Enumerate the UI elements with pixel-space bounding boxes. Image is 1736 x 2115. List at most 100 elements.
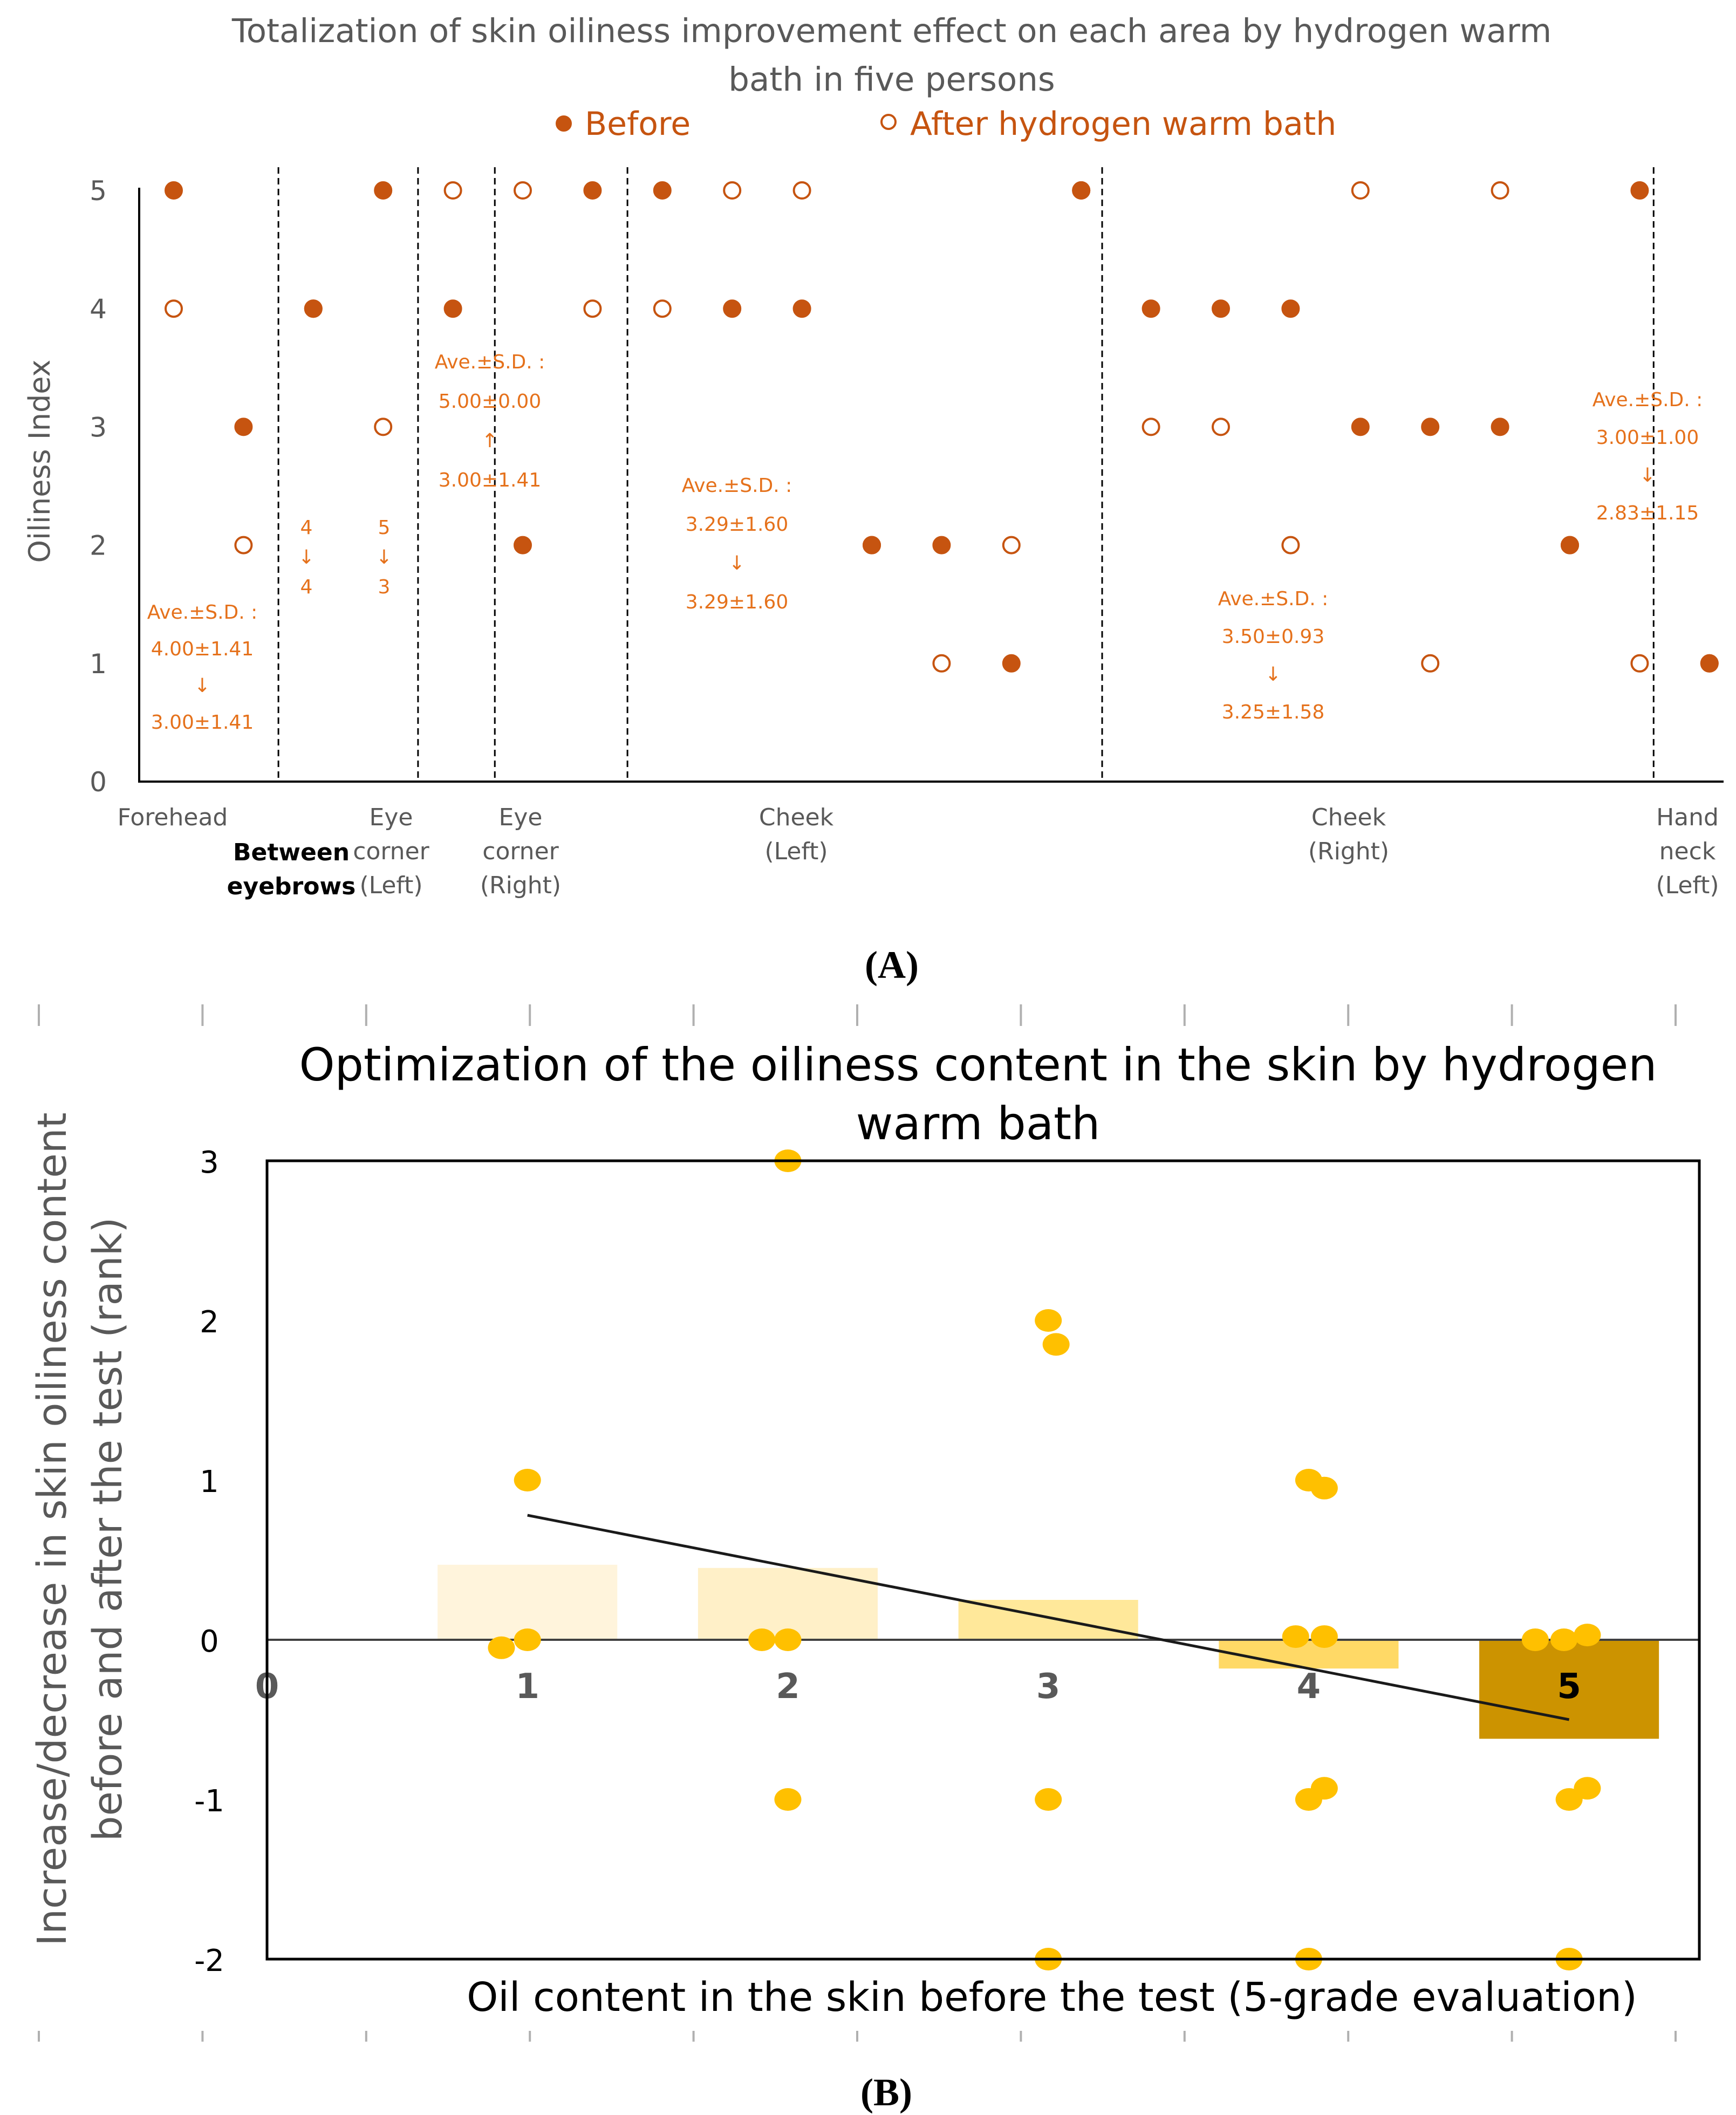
legend-before-marker [556, 115, 572, 132]
annotation-text: 4.00±1.41 [151, 638, 254, 660]
after-point [583, 299, 602, 318]
panel-b-trendline [527, 1514, 1570, 1721]
panel-b-y-tick-label: 1 [200, 1464, 219, 1500]
scatter-point [1042, 1333, 1070, 1356]
before-point [443, 299, 462, 318]
annotation-text: 5 [378, 517, 391, 539]
region-label: (Right) [1308, 838, 1389, 865]
panel-a-chart: Totalization of skin oiliness improvemen… [23, 12, 1724, 987]
annotation-text: 3.29±1.60 [686, 591, 788, 613]
annotation-text: Ave.±S.D. : [1218, 588, 1329, 610]
panel-a-y-tick-label: 2 [90, 530, 107, 562]
after-point [723, 181, 742, 200]
annotation-text: Ave.±S.D. : [682, 475, 792, 497]
panel-a-y-tick-label: 0 [90, 766, 107, 798]
panel-a-y-tick-label: 4 [90, 293, 107, 325]
before-point [1281, 299, 1300, 318]
panel-b-x-tick-label: 1 [515, 1667, 539, 1707]
panel-b-y-tick-label: 3 [200, 1145, 219, 1180]
before-point [723, 299, 742, 318]
annotation-text: 5.00±0.00 [439, 391, 541, 413]
panel-b-y-axis-label-line-1: Increase/decrease in skin oiliness conte… [29, 1112, 76, 1946]
annotation-text: ↓ [1265, 663, 1281, 686]
annotation-text: 3.00±1.41 [439, 469, 541, 491]
annotation-text: 4 [300, 517, 313, 539]
panel-b-points [488, 1149, 1601, 1970]
panel-b-x-tick-label: 2 [776, 1667, 800, 1707]
region-label: Forehead [118, 804, 228, 831]
before-point [653, 181, 672, 200]
panel-a-title-line-1: Totalization of skin oiliness improvemen… [231, 12, 1552, 50]
panel-a-points [165, 181, 1719, 673]
legend-after-marker [880, 114, 897, 130]
scatter-point [1035, 1309, 1062, 1332]
before-point [304, 299, 323, 318]
after-point [792, 181, 811, 200]
bar-4 [1219, 1640, 1399, 1669]
scatter-point [514, 1469, 541, 1491]
after-point [932, 654, 951, 673]
panel-b-label: (B) [860, 2071, 912, 2114]
panel-a-label: (A) [865, 943, 919, 987]
before-point [374, 181, 393, 200]
before-point [165, 181, 183, 200]
bar-2 [698, 1568, 878, 1640]
before-point [1421, 417, 1440, 436]
annotation-text: 3.00±1.41 [151, 711, 254, 734]
panel-a-y-axis-label: Oiliness Index [23, 359, 57, 563]
before-point [1072, 181, 1091, 200]
annotation-text: ↓ [194, 675, 210, 697]
panel-b-y-axis-label-line-2: before and after the test (rank) [85, 1217, 131, 1842]
scatter-point [748, 1628, 776, 1651]
annotation-text: 3.50±0.93 [1222, 626, 1324, 648]
before-point [792, 299, 811, 318]
before-point [1351, 417, 1370, 436]
before-point [234, 417, 253, 436]
before-point [1142, 299, 1160, 318]
before-point [1491, 417, 1509, 436]
panel-a-title-line-2: bath in five persons [728, 60, 1055, 99]
region-label: corner [353, 838, 429, 865]
before-point [932, 536, 951, 555]
panel-b-y-ticks: -2 -1 0 1 2 3 [194, 1145, 224, 1979]
scatter-point [1310, 1625, 1338, 1648]
annotation-text: ↓ [376, 546, 392, 569]
before-point [1700, 654, 1719, 673]
before-point [1561, 536, 1579, 555]
region-label: neck [1659, 838, 1716, 865]
annotation-text: 3.00±1.00 [1596, 427, 1699, 449]
scatter-point [1574, 1624, 1601, 1647]
after-point [1212, 417, 1230, 436]
panel-b-title-line-2: warm bath [856, 1097, 1101, 1150]
annotation-text: 3.25±1.58 [1222, 701, 1324, 723]
after-point [374, 417, 393, 436]
region-label: Cheek [1311, 804, 1386, 831]
panel-b-bottom-tick-marks [38, 2031, 1677, 2042]
before-point [583, 181, 602, 200]
panel-b-y-tick-label: 2 [200, 1305, 219, 1340]
region-label: Cheek [759, 804, 834, 831]
panel-b-chart: Optimization of the oiliness content in … [29, 1004, 1701, 2114]
panel-b-x-tick-label: 3 [1036, 1667, 1061, 1707]
annotation-text: 2.83±1.15 [1596, 502, 1699, 524]
panel-a-legend: Before After hydrogen warm bath [556, 105, 1336, 143]
annotation-text: ↓ [1639, 464, 1656, 487]
after-point [1630, 654, 1649, 673]
bar-1 [438, 1564, 618, 1640]
after-point [653, 299, 672, 318]
panel-b-top-tick-marks [38, 1004, 1677, 1026]
before-point [1630, 181, 1649, 200]
scatter-point [1282, 1625, 1309, 1648]
after-point [1142, 417, 1160, 436]
after-point [443, 181, 462, 200]
after-point [1491, 181, 1509, 200]
scatter-point [1310, 1476, 1338, 1500]
after-point [1002, 536, 1021, 555]
scatter-point [1310, 1777, 1338, 1800]
annotation-text: 3 [378, 576, 391, 598]
annotation-text: ↑ [482, 430, 498, 452]
panel-a-annotations: Ave.±S.D. : 4.00±1.41 ↓ 3.00±1.41 4 ↓ 4 5 ↓ 3 Ave.… [147, 351, 1703, 734]
panel-a-region-dividers [277, 167, 1655, 782]
annotation-text: 3.29±1.60 [686, 514, 788, 536]
